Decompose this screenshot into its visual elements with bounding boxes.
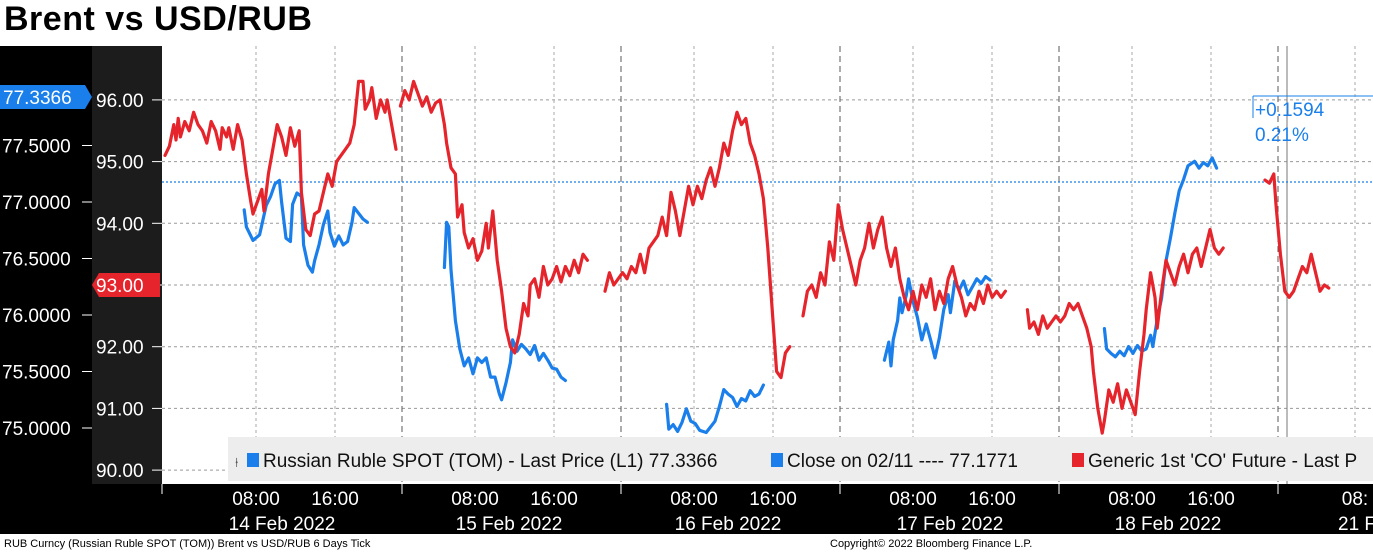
x-axis-hour-label: 08:00 <box>451 489 499 510</box>
ruble-last-price-label: 77.3366 <box>3 88 72 109</box>
x-axis-hour-label: 16:00 <box>749 489 797 510</box>
legend-swatch <box>771 453 783 467</box>
series-layer <box>163 79 1331 435</box>
series-line-brent <box>801 203 1008 318</box>
x-axis-date-label: 21 F <box>1338 514 1373 535</box>
series-line-brent <box>1263 172 1331 299</box>
series-line-brent <box>603 110 792 380</box>
series-line-ruble <box>442 220 568 402</box>
left-axis-tick-label: 76.5000 <box>2 250 71 271</box>
annotation-percent: 0.21% <box>1255 125 1309 146</box>
right-axis-panel <box>92 46 162 484</box>
left-axis-panel <box>0 46 92 484</box>
x-axis-hour-label: 16:00 <box>968 489 1016 510</box>
legend-item-label: Generic 1st 'CO' Future - Last P <box>1088 451 1357 472</box>
x-axis-date-label: 17 Feb 2022 <box>897 514 1004 535</box>
legend-item-label: Close on 02/11 ---- 77.1771 <box>787 451 1018 472</box>
x-axis-hour-label: 16:00 <box>1187 489 1235 510</box>
x-axis-hour-label: 16:00 <box>311 489 359 510</box>
x-axis-hour-label: 08:00 <box>670 489 718 510</box>
footer-description: RUB Curncy (Russian Ruble SPOT (TOM)) Br… <box>4 538 371 550</box>
series-line-ruble <box>664 383 766 435</box>
axis-ticks: 77.5000 77.0000 76.5000 76.0000 75.5000 75.00… <box>0 85 1373 535</box>
x-axis-hour-label: 08: <box>1342 489 1368 510</box>
series-line-brent <box>163 79 398 238</box>
legend-swatch <box>247 453 259 467</box>
x-axis-hour-label: 08:00 <box>889 489 937 510</box>
legend-item-label: Russian Ruble SPOT (TOM) - Last Price (L… <box>263 451 717 472</box>
series-line-brent <box>398 79 590 355</box>
axis-background <box>0 46 1373 534</box>
x-axis-hour-label: 08:00 <box>232 489 280 510</box>
right-axis-tick-label: 92.00 <box>96 338 144 359</box>
legend-swatch <box>1072 453 1084 467</box>
x-axis-panel <box>0 484 1373 534</box>
legend-marker-icon: ⍿ <box>235 455 238 470</box>
chart-title: Brent vs USD/RUB <box>4 0 313 38</box>
brent-last-price-label: 93.00 <box>96 276 144 297</box>
series-line-brent <box>1025 227 1225 435</box>
left-axis-tick-label: 76.0000 <box>2 306 71 327</box>
legend-box <box>228 437 1373 481</box>
ruble-last-price-tag <box>0 85 92 109</box>
annotation-change: +0.1594 <box>1255 100 1325 121</box>
x-axis-date-label: 15 Feb 2022 <box>456 514 563 535</box>
x-axis-date-label: 14 Feb 2022 <box>229 514 336 535</box>
series-line-ruble <box>882 275 992 368</box>
left-axis-tick-label: 75.0000 <box>2 419 71 440</box>
x-axis-date-label: 18 Feb 2022 <box>1115 514 1222 535</box>
x-axis-hour-label: 16:00 <box>530 489 578 510</box>
right-axis-tick-label: 91.00 <box>96 399 144 420</box>
right-axis-tick-label: 94.00 <box>96 214 144 235</box>
x-axis-date-label: 16 Feb 2022 <box>675 514 782 535</box>
x-axis-hour-label: 08:00 <box>1108 489 1156 510</box>
grid-lines <box>162 46 1373 484</box>
left-axis-tick-label: 77.0000 <box>2 193 71 214</box>
right-axis-tick-label: 96.00 <box>96 91 144 112</box>
brent-last-price-tag <box>92 273 160 297</box>
legend: ⍿ Russian Ruble SPOT (TOM) - Last Price (… <box>228 437 1373 481</box>
right-axis-tick-label: 95.00 <box>96 153 144 174</box>
left-axis-tick-label: 75.5000 <box>2 363 71 384</box>
right-axis-tick-label: 90.00 <box>96 461 144 482</box>
footer-copyright: Copyright© 2022 Bloomberg Finance L.P. <box>830 538 1033 550</box>
series-line-ruble <box>242 178 369 274</box>
left-axis-tick-label: 77.5000 <box>2 137 71 158</box>
